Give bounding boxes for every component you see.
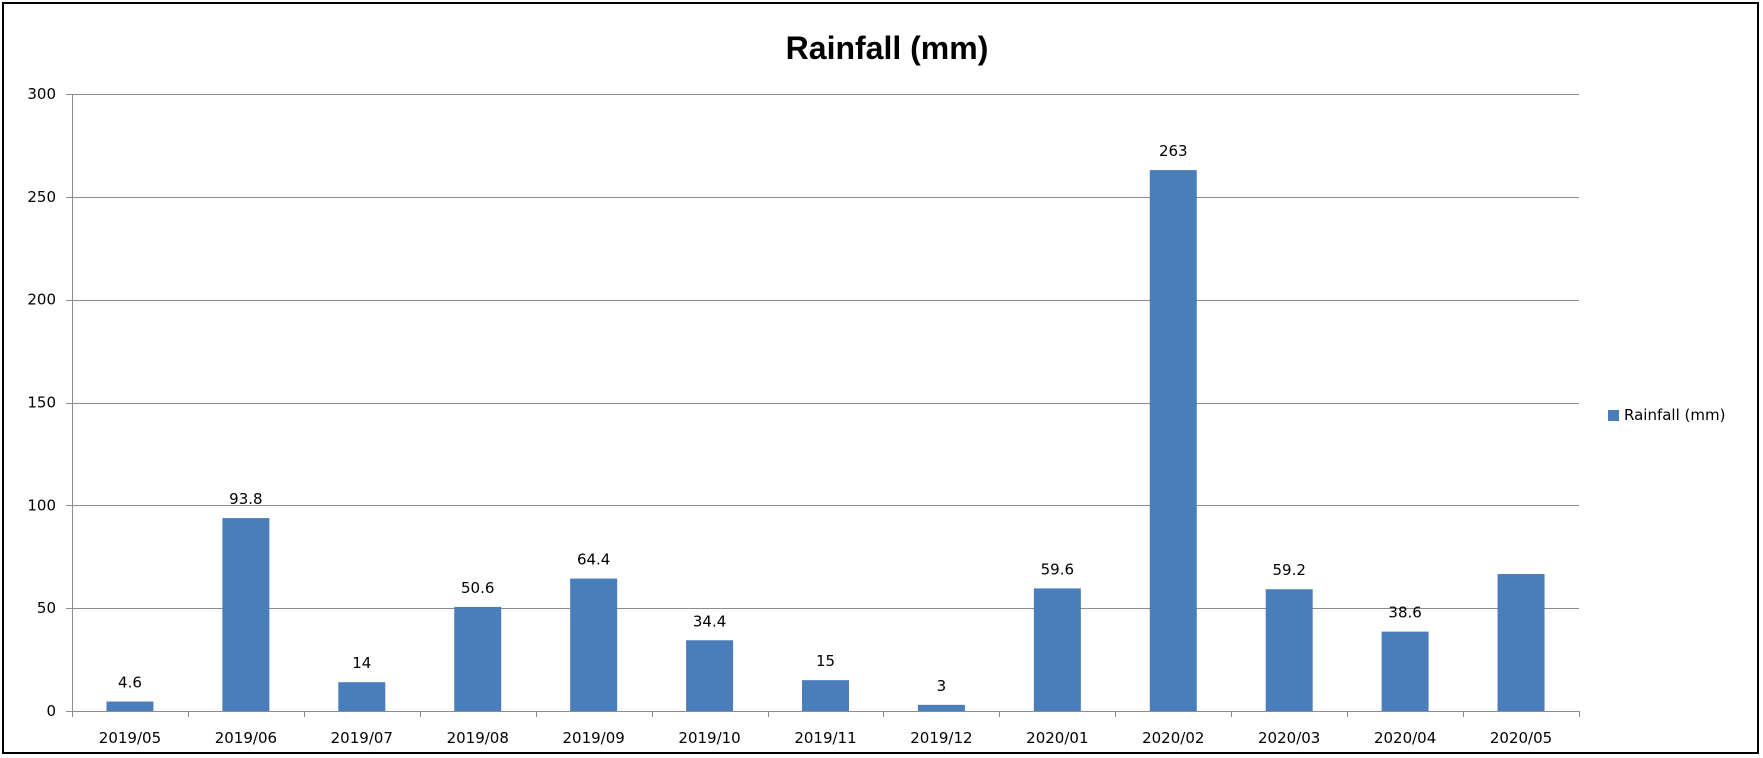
y-tick-label: 100 — [27, 496, 56, 514]
x-tick-label: 2019/07 — [331, 729, 393, 747]
data-label: 263 — [1159, 142, 1188, 160]
legend: Rainfall (mm) — [1608, 406, 1725, 424]
y-tick-label: 200 — [27, 291, 56, 309]
data-label: 4.6 — [118, 674, 142, 692]
bar — [917, 704, 965, 711]
bar — [222, 518, 270, 711]
bar — [1381, 631, 1429, 711]
bar — [570, 578, 618, 711]
x-tick-label: 2019/11 — [794, 729, 856, 747]
bar — [686, 640, 734, 711]
bar — [338, 682, 386, 711]
x-tick-label: 2020/04 — [1374, 729, 1436, 747]
x-tick-label: 2019/12 — [910, 729, 972, 747]
bar — [1149, 170, 1197, 711]
rainfall-bar-chart: Rainfall (mm) 4.6 93.8 14 50.6 64.4 34.4 15 3 59… — [27, 30, 1725, 747]
y-tick-label: 300 — [27, 85, 56, 103]
axes — [66, 94, 1580, 717]
y-tick-label: 250 — [27, 188, 56, 206]
y-tick-label: 0 — [46, 702, 56, 720]
legend-swatch — [1608, 410, 1619, 421]
x-tick-label: 2019/05 — [99, 729, 161, 747]
data-label: 59.2 — [1272, 561, 1305, 579]
bar — [454, 606, 502, 711]
legend-label: Rainfall (mm) — [1624, 406, 1725, 424]
gridlines — [72, 94, 1579, 609]
x-tick-label: 2019/10 — [678, 729, 740, 747]
x-tick-label: 2019/09 — [562, 729, 624, 747]
bars — [106, 170, 1545, 711]
bar — [1497, 574, 1545, 711]
y-tick-label: 150 — [27, 394, 56, 412]
data-label: 14 — [352, 654, 371, 672]
x-tick-label: 2020/01 — [1026, 729, 1088, 747]
data-labels: 4.6 93.8 14 50.6 64.4 34.4 15 3 59.6 263 59.2 38.6 — [118, 142, 1422, 695]
tick-labels: 0 50 100 150 200 250 300 2019/05 2019/06 2019/07 2… — [27, 85, 1552, 747]
bar — [106, 701, 154, 711]
y-tick-label: 50 — [37, 599, 56, 617]
data-label: 34.4 — [693, 612, 726, 630]
bar — [1033, 588, 1081, 711]
x-tick-label: 2020/05 — [1490, 729, 1552, 747]
data-label: 15 — [816, 652, 835, 670]
data-label: 38.6 — [1388, 604, 1421, 622]
x-tick-label: 2019/08 — [447, 729, 509, 747]
x-tick-label: 2019/06 — [215, 729, 277, 747]
x-tick-label: 2020/03 — [1258, 729, 1320, 747]
data-label: 50.6 — [461, 579, 494, 597]
bar — [1265, 589, 1313, 711]
data-label: 64.4 — [577, 551, 610, 569]
chart-title: Rainfall (mm) — [786, 30, 989, 66]
data-label: 59.6 — [1041, 560, 1074, 578]
x-tick-label: 2020/02 — [1142, 729, 1204, 747]
data-label: 93.8 — [229, 490, 262, 508]
data-label: 3 — [937, 677, 947, 695]
bar — [802, 680, 849, 711]
